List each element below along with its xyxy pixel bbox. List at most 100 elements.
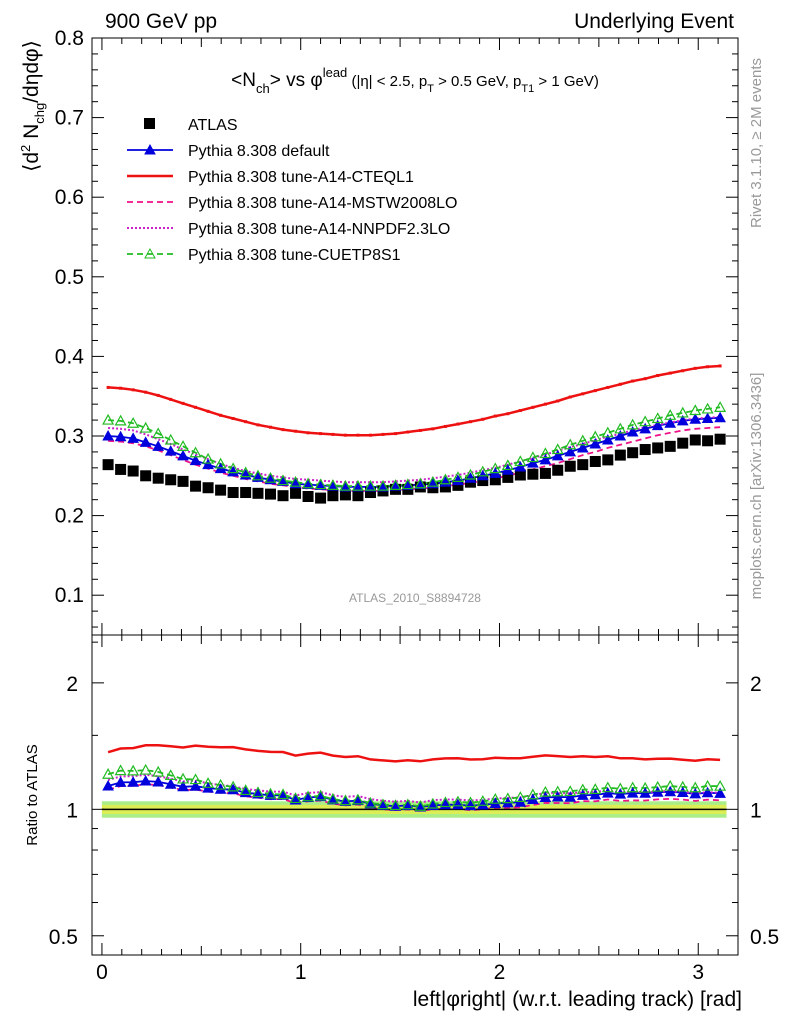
ratio-marker-5 bbox=[139, 763, 152, 775]
ratio-marker-1 bbox=[452, 798, 464, 810]
ratio-marker-5 bbox=[551, 785, 564, 797]
series-marker-2 bbox=[119, 386, 123, 390]
series-marker-1 bbox=[127, 432, 139, 443]
series-marker-2 bbox=[394, 432, 398, 436]
ratio-marker-5 bbox=[439, 796, 452, 808]
ratio-marker-5 bbox=[614, 782, 627, 794]
ratio-marker-5 bbox=[626, 781, 639, 793]
ratio-marker-5 bbox=[364, 796, 377, 808]
series-marker-5 bbox=[401, 478, 414, 490]
ratio-marker-1 bbox=[102, 779, 114, 791]
series-marker-2 bbox=[706, 365, 710, 369]
atlas-point bbox=[264, 488, 276, 500]
atlas-point bbox=[527, 468, 539, 480]
atlas-point bbox=[227, 487, 239, 499]
series-marker-5 bbox=[676, 406, 689, 418]
ratio-marker-1 bbox=[464, 799, 477, 811]
lower-ytick-label-right: 1 bbox=[750, 799, 762, 822]
series-marker-1 bbox=[564, 445, 577, 457]
series-marker-5 bbox=[576, 434, 589, 446]
ratio-marker-1 bbox=[676, 786, 689, 798]
series-marker-1 bbox=[576, 441, 589, 453]
series-marker-2 bbox=[319, 432, 323, 436]
ratio-marker-5 bbox=[464, 796, 477, 808]
series-marker-5 bbox=[127, 417, 140, 428]
ratio-marker-5 bbox=[202, 777, 215, 788]
ratio-marker-5 bbox=[489, 792, 502, 804]
series-line-2 bbox=[108, 364, 721, 437]
ratio-marker-5 bbox=[102, 767, 115, 779]
upper-ytick-label: 0.5 bbox=[55, 266, 84, 289]
series-marker-5 bbox=[639, 415, 652, 427]
atlas-point bbox=[639, 444, 651, 456]
series-marker-5 bbox=[314, 478, 327, 490]
atlas-point bbox=[102, 459, 114, 471]
ratio-marker-1 bbox=[714, 787, 726, 798]
series-marker-1 bbox=[264, 473, 277, 485]
series-marker-5 bbox=[501, 459, 514, 471]
ratio-marker-5 bbox=[302, 790, 315, 802]
ratio-marker-1 bbox=[589, 788, 602, 800]
series-marker-1 bbox=[651, 419, 664, 431]
atlas-point bbox=[664, 440, 676, 452]
ratio-marker-5 bbox=[276, 788, 290, 800]
lower-y-axis-label: Ratio to ATLAS bbox=[24, 744, 41, 845]
atlas-point bbox=[277, 490, 289, 502]
series-marker-5 bbox=[476, 465, 489, 477]
upper-y-tick-labels: 0.1 0.2 0.3 0.4 0.5 0.6 0.7 0.8 bbox=[55, 27, 85, 607]
x-tick-label: 2 bbox=[494, 961, 506, 984]
series-marker-2 bbox=[306, 431, 310, 435]
atlas-point bbox=[602, 454, 614, 466]
series-marker-5 bbox=[389, 479, 402, 490]
atlas-point bbox=[652, 442, 664, 454]
series-marker-5 bbox=[526, 451, 539, 463]
series-marker-2 bbox=[468, 420, 472, 424]
watermark: ATLAS_2010_S8894728 bbox=[349, 591, 481, 605]
x-tick-label: 0 bbox=[96, 961, 108, 984]
series-marker-1 bbox=[701, 412, 714, 423]
upper-ytick-label: 0.2 bbox=[55, 505, 84, 528]
upper-ytick-label: 0.4 bbox=[55, 345, 85, 368]
ratio-marker-5 bbox=[514, 791, 527, 802]
series-marker-1 bbox=[189, 454, 202, 466]
ratio-marker-1 bbox=[177, 780, 189, 792]
ratio-marker-5 bbox=[539, 785, 552, 797]
upper-ytick-label: 0.8 bbox=[55, 27, 84, 50]
atlas-point bbox=[177, 475, 189, 487]
ratio-marker-1 bbox=[576, 789, 589, 800]
series-marker-2 bbox=[556, 399, 560, 403]
series-marker-2 bbox=[381, 432, 385, 436]
series-marker-2 bbox=[681, 369, 685, 373]
atlas-point bbox=[315, 492, 327, 504]
series-marker-2 bbox=[231, 416, 235, 420]
series-marker-5 bbox=[601, 426, 614, 438]
ratio-marker-1 bbox=[626, 787, 639, 798]
ratio-marker-5 bbox=[476, 795, 489, 806]
series-marker-5 bbox=[489, 462, 502, 474]
series-marker-5 bbox=[414, 477, 427, 489]
series-marker-2 bbox=[144, 390, 148, 394]
series-marker-5 bbox=[139, 421, 152, 433]
series-marker-2 bbox=[106, 385, 110, 389]
series-marker-5 bbox=[302, 477, 315, 489]
upper-ytick-label: 0.6 bbox=[55, 186, 84, 209]
lower-frame bbox=[91, 634, 739, 956]
ratio-marker-5 bbox=[676, 780, 689, 792]
series-marker-1 bbox=[164, 445, 177, 456]
series-marker-1 bbox=[589, 437, 602, 449]
ratio-marker-1 bbox=[689, 787, 702, 799]
ratio-marker-1 bbox=[164, 778, 177, 789]
ratio-marker-5 bbox=[152, 765, 165, 777]
ratio-marker-5 bbox=[114, 764, 127, 776]
ratio-marker-5 bbox=[689, 781, 702, 793]
series-marker-5 bbox=[714, 401, 727, 412]
ratio-marker-1 bbox=[539, 791, 552, 802]
x-tick-label: 1 bbox=[295, 961, 307, 984]
atlas-point bbox=[290, 487, 302, 499]
series-marker-5 bbox=[164, 433, 177, 445]
series-marker-1 bbox=[551, 449, 564, 461]
series-marker-2 bbox=[593, 389, 597, 393]
series-marker-1 bbox=[514, 461, 527, 472]
ratio-marker-1 bbox=[664, 785, 677, 797]
series-marker-1 bbox=[689, 413, 702, 424]
